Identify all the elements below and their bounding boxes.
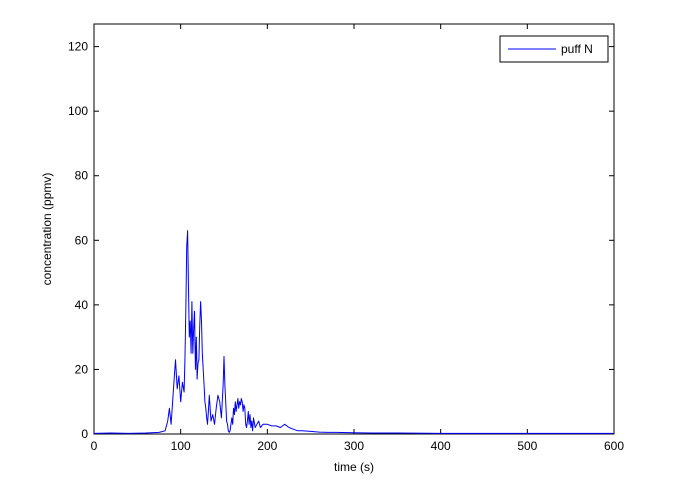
series-layer <box>93 230 614 434</box>
y-tick-label: 120 <box>68 40 88 54</box>
x-tick-label: 0 <box>91 439 98 453</box>
legend-label: puff N <box>561 42 593 56</box>
series-line-0 <box>93 230 614 434</box>
x-tick-label: 100 <box>171 439 191 453</box>
x-tick-label: 300 <box>344 439 364 453</box>
plot-area <box>93 23 615 435</box>
x-tick-label: 500 <box>517 439 537 453</box>
y-tick-label: 60 <box>75 233 89 247</box>
x-tick-label: 600 <box>604 439 624 453</box>
y-axis-label: concentration (ppmv) <box>40 173 54 286</box>
y-tick-label: 0 <box>81 427 88 441</box>
y-tick-label: 20 <box>75 362 89 376</box>
x-tick-label: 200 <box>257 439 277 453</box>
x-axis-ticks: 0 100 200 300 400 500 600 <box>91 24 624 453</box>
legend: puff N <box>499 35 609 63</box>
y-tick-label: 80 <box>75 169 89 183</box>
x-tick-label: 400 <box>431 439 451 453</box>
y-axis-ticks: 0 20 40 60 80 100 120 <box>68 40 614 441</box>
y-tick-label: 40 <box>75 298 89 312</box>
x-axis-label: time (s) <box>334 460 374 474</box>
y-tick-label: 100 <box>68 104 88 118</box>
